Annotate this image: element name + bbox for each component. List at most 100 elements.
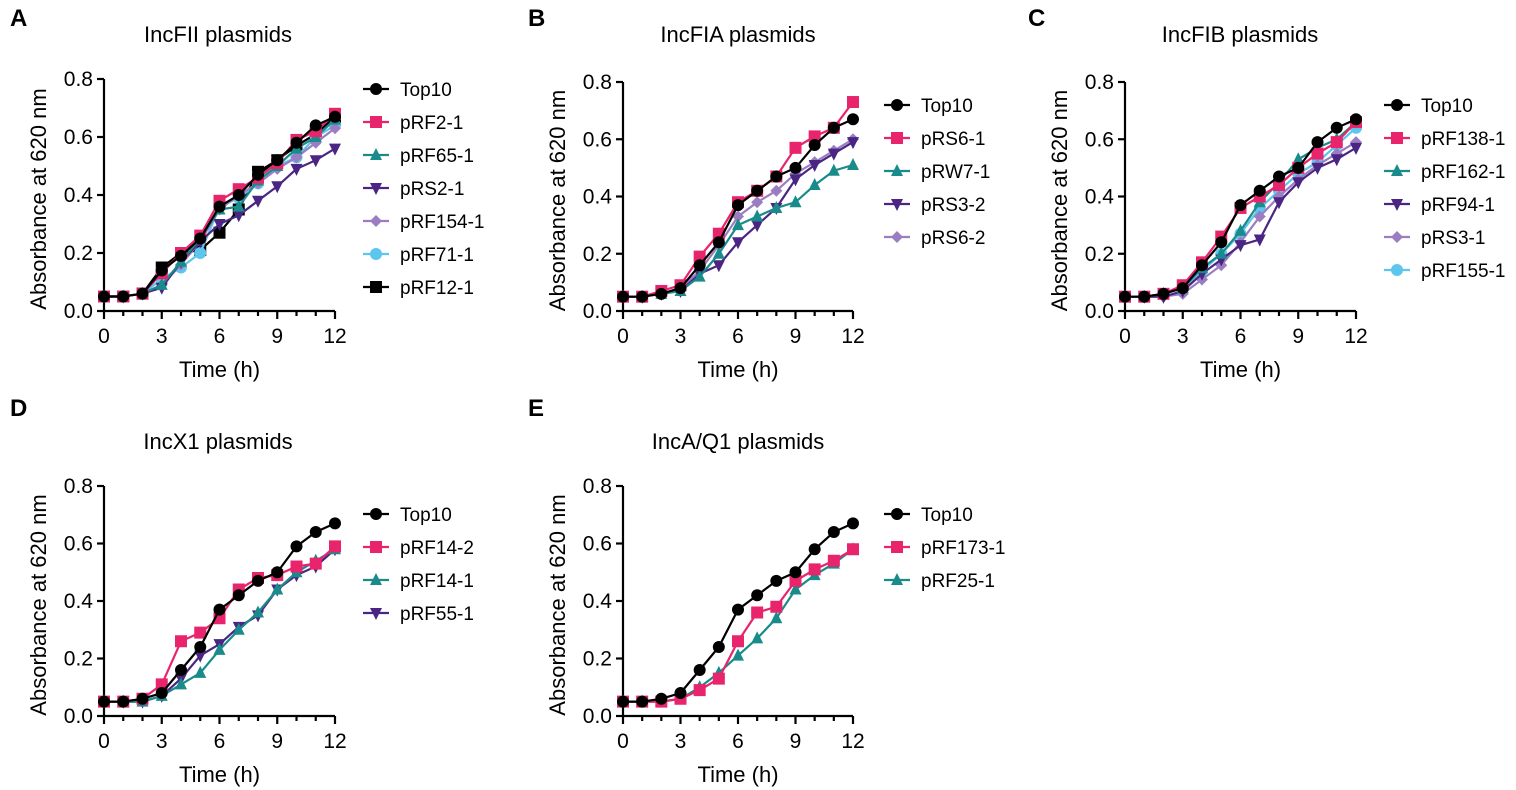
y-tick-label: 0.8 [1085,71,1114,94]
data-point [155,687,168,699]
data-point [1311,162,1324,175]
chart-title: IncA/Q1 plasmids [652,429,824,454]
data-point [1350,142,1362,155]
data-point [674,282,687,295]
data-point [693,259,706,272]
data-point [175,664,187,676]
data-point [770,611,783,624]
y-tick-label: 0.2 [583,243,612,266]
data-point [329,517,341,530]
y-tick-label: 0.0 [64,705,93,728]
legend-item: Top10 [884,96,973,117]
legend-label: pRF94-1 [1421,195,1495,216]
data-point [655,692,668,705]
data-point [136,287,149,300]
chart-panel-d: D IncX1 plasmids 0.0 0.2 0.4 0.6 0.8 0 3 6 9 12 Time… [10,395,474,787]
data-point [732,218,744,231]
series-prs2-1 [98,143,341,304]
legend-marker [891,132,903,144]
data-point [712,246,725,259]
y-tick-label: 0.0 [583,300,612,323]
data-point [136,692,149,705]
y-axis-label: Absorbance at 620 nm [545,90,570,311]
y-tick-label: 0.2 [583,648,612,671]
data-point [770,574,783,587]
legend-marker [1391,264,1403,276]
data-point [252,168,264,181]
data-point [1292,177,1305,190]
data-point [213,642,226,655]
legend-item: pRF55-1 [363,604,474,625]
legend-marker [370,573,382,585]
data-point [232,210,245,223]
series-prf55-1 [98,544,341,709]
series-prw7-1 [617,158,859,302]
legend-item: pRS3-1 [1384,228,1485,249]
legend-item: Top10 [1384,96,1473,117]
chart-panel-b: B IncFIA plasmids 0.0 0.2 0.4 0.6 0.8 0 3 6 9 12 Tim… [528,5,990,382]
legend-marker [1391,132,1403,144]
data-point [175,635,187,648]
series-prf94-1 [1119,142,1362,304]
x-tick-label: 3 [675,730,687,753]
data-point [175,677,187,690]
y-tick-label: 0.0 [1085,300,1114,323]
data-point [827,526,840,538]
y-tick-label: 0.4 [64,184,94,207]
panel-letter: C [1028,5,1045,32]
data-point [194,232,207,245]
y-tick-label: 0.4 [1085,186,1115,209]
data-point [271,566,284,579]
y-tick-label: 0.6 [64,126,93,149]
legend-marker [891,508,903,520]
data-point [693,269,706,282]
data-point [847,158,859,171]
data-point [155,277,168,290]
chart-title: IncFIA plasmids [660,22,815,47]
data-point [232,189,245,201]
data-point [1253,234,1266,247]
data-point [309,119,322,132]
x-tick-label: 6 [732,325,744,348]
data-point [751,589,764,602]
y-tick-label: 0.6 [583,128,612,151]
data-point [213,219,226,231]
legend-marker [1391,164,1403,176]
legend-label: pRF55-1 [400,604,474,625]
data-point [712,236,725,249]
x-tick-label: 9 [790,325,802,348]
y-tick-label: 0.6 [64,533,93,556]
y-tick-label: 0.2 [1085,243,1114,266]
y-axis-label: Absorbance at 620 nm [26,494,51,715]
data-point [751,209,764,222]
legend-item: pRF71-1 [363,245,474,266]
y-axis-label: Absorbance at 620 nm [1047,90,1072,311]
data-point [732,648,744,661]
data-point [732,635,744,648]
legend-item: pRS6-1 [884,129,985,150]
data-point [789,174,802,187]
data-point [98,695,110,708]
data-point [1273,197,1285,210]
legend-item: pRS3-2 [884,195,985,216]
data-point [751,631,764,644]
x-tick-label: 9 [271,325,283,348]
data-point [751,220,764,233]
data-point [617,290,629,303]
legend-marker [370,508,382,520]
data-point [194,626,207,639]
panel-letter: B [528,5,545,32]
chart-title: IncX1 plasmids [143,429,292,454]
chart-title: IncFII plasmids [144,22,292,47]
legend-marker [1391,231,1403,243]
data-point [732,603,744,616]
data-point [751,196,764,209]
legend-marker [891,573,903,585]
legend-marker [891,164,903,176]
y-tick-label: 0.4 [583,590,613,613]
legend-item: pRW7-1 [884,162,990,183]
x-tick-label: 3 [156,325,168,348]
data-point [271,154,284,167]
data-point [693,684,706,697]
data-point [155,678,168,691]
